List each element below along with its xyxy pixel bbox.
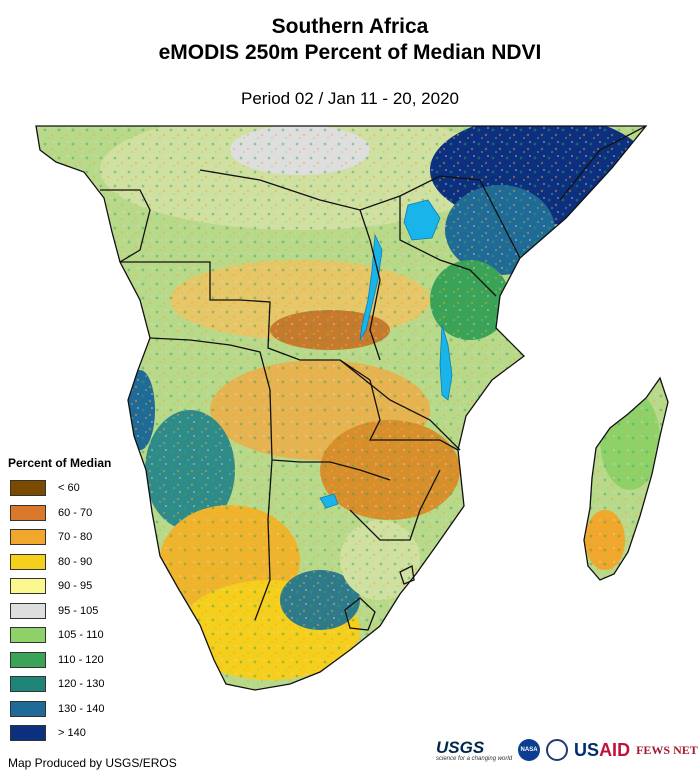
lakes (319, 199, 453, 509)
legend-title: Percent of Median (8, 456, 112, 470)
ndvi-map (35, 125, 669, 691)
legend-item: < 60 (8, 476, 148, 501)
border-drc-n (199, 169, 401, 211)
border-gabon (100, 189, 151, 263)
legend-item: 110 - 120 (8, 648, 148, 673)
legend-swatch (10, 578, 46, 595)
legend-label: 70 - 80 (58, 531, 93, 544)
border-drc-e (359, 209, 381, 361)
legend-swatch (10, 504, 46, 521)
border-kenya (399, 175, 521, 259)
legend-swatch (10, 529, 46, 546)
noaa-seal-icon (546, 739, 569, 761)
legend-label: 130 - 140 (58, 702, 105, 715)
legend-swatch (10, 627, 46, 644)
lake-malawi (439, 324, 453, 401)
usaid-logo: USAID (574, 740, 630, 761)
usaid-aid: AID (599, 739, 631, 760)
legend-swatch (10, 725, 46, 742)
okavango (319, 493, 339, 509)
legend-item: 130 - 140 (8, 697, 148, 722)
legend-swatch (10, 480, 46, 497)
legend-item: 105 - 110 (8, 623, 148, 648)
map-subtitle: eMODIS 250m Percent of Median NDVI (158, 41, 542, 64)
legend-label: 120 - 130 (58, 678, 105, 691)
legend-item: 95 - 105 (8, 599, 148, 624)
border-angola (120, 261, 371, 381)
lesotho (344, 597, 376, 631)
legend-item: 70 - 80 (8, 525, 148, 550)
legend-item: 80 - 90 (8, 550, 148, 575)
legend-item: 90 - 95 (8, 574, 148, 599)
legend-item: 120 - 130 (8, 672, 148, 697)
nasa-logo: NASA (518, 739, 541, 761)
usgs-tagline: science for a changing world (436, 756, 513, 762)
credit-text: Map Produced by USGS/EROS (8, 756, 177, 770)
border-namibia-e (254, 459, 273, 621)
eswatini (399, 565, 415, 585)
border-tanzania (399, 196, 497, 297)
legend-label: 80 - 90 (58, 555, 93, 568)
legend-label: 95 - 105 (58, 604, 99, 617)
border-zambia-s (339, 359, 461, 451)
lake-victoria (403, 199, 441, 241)
legend-swatch (10, 553, 46, 570)
usgs-text: USGS (436, 738, 485, 757)
legend-item: > 140 (8, 721, 148, 746)
legend-rows: < 60 60 - 70 70 - 80 80 - 90 90 - 95 95 - 105… (8, 476, 148, 746)
border-somalia (559, 125, 647, 201)
legend: Percent of Median < 60 60 - 70 70 - 80 80 -… (8, 456, 148, 746)
legend-label: 60 - 70 (58, 506, 93, 519)
usgs-logo: USGS science for a changing world (436, 738, 512, 762)
lake-tanganyika (359, 233, 383, 341)
country-borders (35, 125, 669, 691)
legend-swatch (10, 602, 46, 619)
period-label: Period 02 / Jan 11 - 20, 2020 (240, 89, 459, 108)
border-namibia-n (149, 337, 273, 461)
legend-label: 90 - 95 (58, 580, 93, 593)
logo-strip: USGS science for a changing world NASA U… (436, 738, 698, 762)
legend-swatch (10, 651, 46, 668)
border-zimbabwe (368, 379, 459, 451)
border-botswana-n (271, 459, 391, 481)
legend-swatch (10, 700, 46, 717)
map-title: Southern Africa (271, 15, 429, 38)
legend-label: 105 - 110 (58, 629, 104, 642)
usaid-us: US (574, 739, 600, 760)
legend-label: < 60 (58, 482, 80, 495)
fews-net-logo: FEWS NET (636, 742, 698, 757)
legend-label: 110 - 120 (58, 653, 104, 666)
legend-item: 60 - 70 (8, 501, 148, 526)
legend-label: > 140 (58, 727, 86, 740)
legend-swatch (10, 676, 46, 693)
border-za-ne (349, 469, 441, 541)
